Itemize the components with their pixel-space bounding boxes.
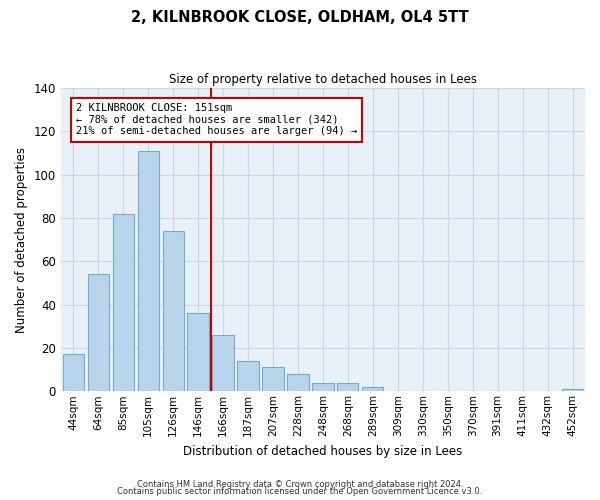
Bar <box>562 389 583 392</box>
Y-axis label: Number of detached properties: Number of detached properties <box>15 146 28 332</box>
Bar <box>362 387 383 392</box>
Bar <box>312 382 334 392</box>
Title: Size of property relative to detached houses in Lees: Size of property relative to detached ho… <box>169 72 477 86</box>
Bar <box>113 214 134 392</box>
Bar <box>212 335 233 392</box>
Bar <box>137 151 159 392</box>
X-axis label: Distribution of detached houses by size in Lees: Distribution of detached houses by size … <box>183 444 463 458</box>
Text: Contains HM Land Registry data © Crown copyright and database right 2024.: Contains HM Land Registry data © Crown c… <box>137 480 463 489</box>
Bar <box>238 361 259 392</box>
Bar <box>88 274 109 392</box>
Bar <box>62 354 84 392</box>
Bar <box>187 314 209 392</box>
Text: 2, KILNBROOK CLOSE, OLDHAM, OL4 5TT: 2, KILNBROOK CLOSE, OLDHAM, OL4 5TT <box>131 10 469 25</box>
Bar <box>262 368 284 392</box>
Bar <box>287 374 308 392</box>
Text: Contains public sector information licensed under the Open Government Licence v3: Contains public sector information licen… <box>118 488 482 496</box>
Bar <box>163 231 184 392</box>
Bar <box>337 382 358 392</box>
Text: 2 KILNBROOK CLOSE: 151sqm
← 78% of detached houses are smaller (342)
21% of semi: 2 KILNBROOK CLOSE: 151sqm ← 78% of detac… <box>76 103 357 136</box>
